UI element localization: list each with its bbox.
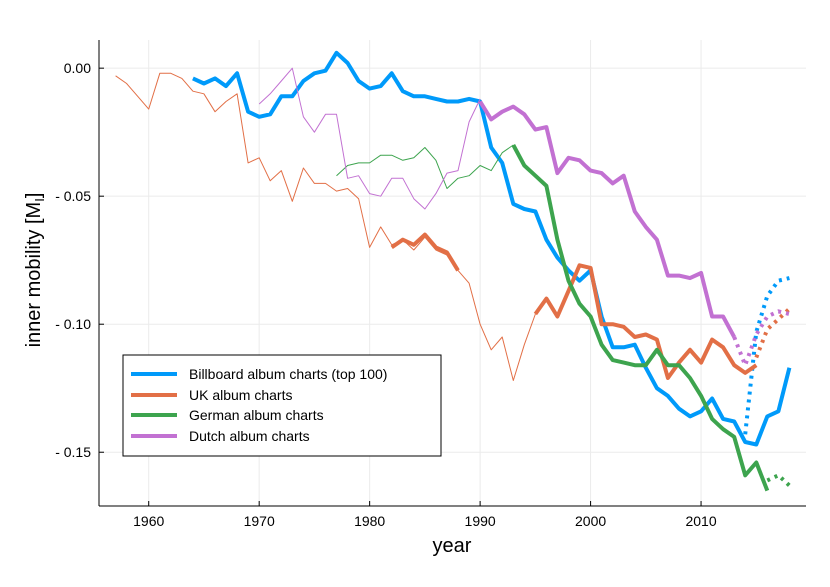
series-2: [336, 144, 791, 492]
x-tick-label: 2000: [575, 513, 606, 529]
y-tick-label: - 0.05: [55, 188, 91, 204]
series-thick-line: [390, 232, 758, 380]
series-dotted-line: [766, 472, 791, 487]
x-tick-label: 1960: [133, 513, 164, 529]
y-tick-label: - 0.15: [55, 444, 91, 460]
y-tick-label: - 0.10: [55, 316, 91, 332]
legend-label-german: German album charts: [189, 407, 324, 423]
series-0: [192, 50, 792, 447]
axes: [98, 40, 806, 507]
legend-entry-dutch: Dutch album charts: [131, 428, 310, 444]
legend-entry-billboard: Billboard album charts (top 100): [131, 366, 387, 382]
series-lines: [115, 50, 792, 492]
x-tick-label: 1970: [244, 513, 275, 529]
x-ticks: 1960 1970 1980 1990 2000 2010: [133, 501, 717, 529]
legend-entry-german: German album charts: [131, 407, 324, 423]
series-thick-line: [511, 144, 770, 492]
series-thick-line: [478, 100, 736, 338]
series-thin-line: [115, 72, 536, 381]
y-tick-label: 0.00: [64, 60, 91, 76]
x-tick-label: 2010: [685, 513, 716, 529]
legend-label-dutch: Dutch album charts: [189, 428, 310, 444]
legend-label-billboard: Billboard album charts (top 100): [189, 366, 387, 382]
x-axis-title: year: [433, 535, 472, 557]
x-tick-label: 1990: [465, 513, 496, 529]
series-1: [115, 72, 791, 381]
series-thick-line: [192, 50, 792, 447]
series-3: [258, 67, 790, 371]
y-axis-title: inner mobility [MI]: [23, 193, 47, 348]
y-ticks: 0.00 - 0.05 - 0.10 - 0.15: [55, 60, 104, 460]
series-thin-line: [336, 144, 514, 189]
legend-label-uk: UK album charts: [189, 387, 292, 403]
series-dotted-line: [732, 309, 790, 371]
x-tick-label: 1980: [354, 513, 385, 529]
legend: Billboard album charts (top 100) UK albu…: [122, 354, 442, 457]
series-thin-line: [258, 67, 481, 210]
legend-box: [122, 354, 442, 457]
legend-entry-uk: UK album charts: [131, 387, 292, 403]
series-dotted-line: [743, 276, 790, 435]
